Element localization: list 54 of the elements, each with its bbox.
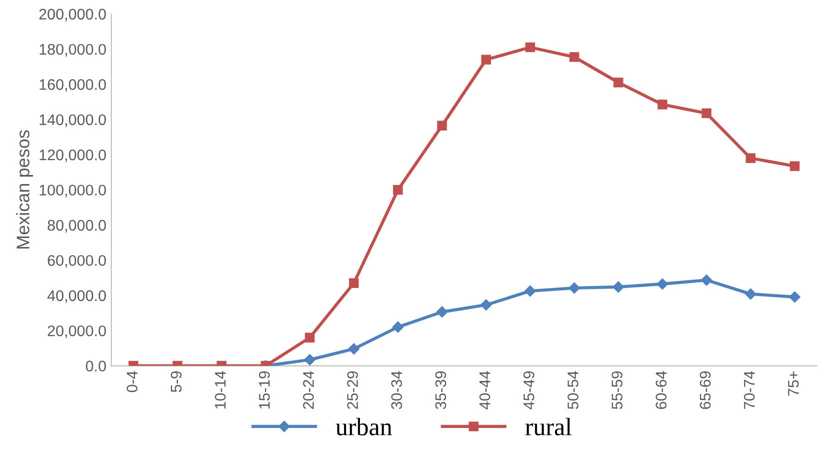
- point: [393, 184, 403, 195]
- x-tick-label: 75+: [788, 371, 799, 396]
- x-tick-label: 40-44: [479, 371, 490, 410]
- point: [746, 153, 756, 164]
- point: [348, 278, 359, 288]
- y-tick-label: 180,000.0: [40, 44, 106, 57]
- legend-label: urban: [336, 418, 392, 436]
- point: [481, 54, 491, 64]
- x-tick-label: 30-34: [391, 371, 402, 410]
- point: [790, 161, 800, 171]
- x-tick-label: 10-14: [214, 371, 226, 409]
- point: [525, 42, 536, 52]
- y-axis-title: Mexican pesos: [16, 130, 33, 249]
- point: [304, 332, 315, 342]
- x-tick-label: 65-69: [700, 371, 711, 409]
- point: [614, 78, 624, 88]
- point: [304, 354, 316, 366]
- point: [348, 343, 360, 354]
- x-tick-label: 0-4: [126, 371, 138, 392]
- point: [437, 120, 447, 130]
- y-tick-label: 80,000.0: [48, 220, 106, 233]
- point: [612, 281, 624, 293]
- point: [745, 288, 756, 300]
- y-tick-label: 200,000.0: [39, 8, 106, 22]
- y-tick-label: 0.0: [86, 360, 106, 372]
- x-tick-label: 5-9: [170, 371, 182, 392]
- x-tick-label: 50-54: [568, 371, 578, 410]
- point: [436, 306, 448, 318]
- x-tick-label: 55-59: [612, 371, 622, 410]
- y-tick-label: 120,000.0: [40, 150, 106, 162]
- y-tick-label: 160,000.0: [40, 79, 106, 92]
- x-tick-label: 35-39: [435, 371, 446, 410]
- x-tick-label: 70-74: [744, 371, 755, 409]
- point: [702, 108, 712, 118]
- x-tick-label: 20-24: [303, 371, 314, 409]
- point: [789, 291, 800, 303]
- y-tick-label: 60,000.0: [48, 255, 106, 268]
- y-tick-label: 140,000.0: [40, 114, 106, 127]
- point: [480, 299, 492, 310]
- point: [568, 282, 580, 294]
- y-tick-label: 20,000.0: [48, 325, 106, 338]
- point: [656, 278, 668, 290]
- point: [658, 100, 668, 110]
- point: [392, 321, 404, 333]
- point: [524, 285, 536, 297]
- y-tick-label: 40,000.0: [47, 290, 106, 303]
- x-tick-label: 45-49: [523, 371, 534, 410]
- legend-label: rural: [525, 418, 572, 436]
- x-tick-label: 15-19: [258, 371, 270, 409]
- y-tick-label: 100,000.0: [40, 184, 106, 198]
- point: [569, 52, 580, 62]
- point: [700, 274, 712, 286]
- x-tick-label: 25-29: [347, 371, 358, 409]
- x-tick-label: 60-64: [656, 371, 667, 409]
